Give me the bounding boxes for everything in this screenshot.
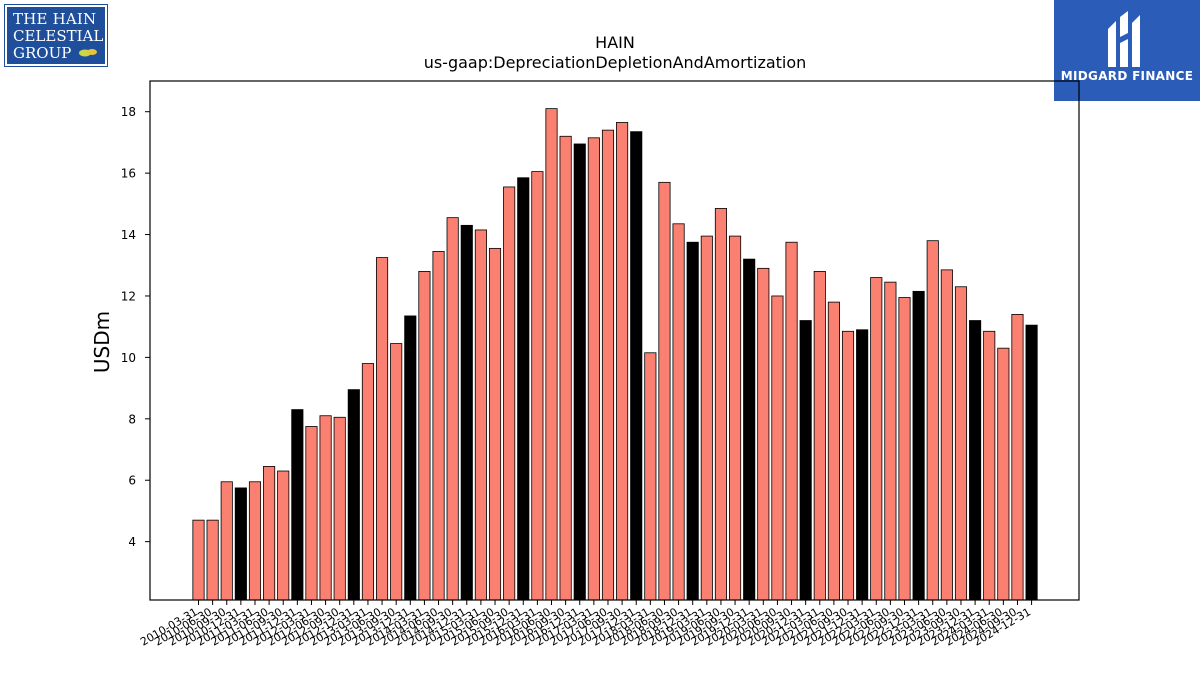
hain-celestial-logo: THE HAIN CELESTIAL GROUP bbox=[4, 4, 108, 67]
logo-left-line-2: CELESTIAL bbox=[13, 27, 104, 45]
bar-2023-12-31 bbox=[969, 320, 982, 601]
y-tick-label: 12 bbox=[121, 289, 136, 303]
bar-2014-09-30 bbox=[446, 217, 459, 601]
bar-2013-12-31 bbox=[404, 315, 417, 601]
bar-2017-03-31 bbox=[587, 137, 600, 601]
bar-2018-03-31 bbox=[644, 352, 657, 601]
bar-2016-12-31 bbox=[573, 143, 586, 601]
bar-2015-09-30 bbox=[503, 186, 516, 601]
bar-2020-09-30 bbox=[785, 241, 798, 601]
bar-2015-06-30 bbox=[488, 247, 502, 601]
bar-2021-03-31 bbox=[813, 270, 826, 601]
bar-2017-12-31 bbox=[630, 131, 643, 601]
bar-2022-03-31 bbox=[870, 277, 883, 601]
logo-left-line-3: GROUP bbox=[13, 44, 72, 62]
bar-2011-12-31 bbox=[291, 409, 304, 601]
bar-2024-12-31 bbox=[1025, 324, 1038, 601]
bar-2013-06-30 bbox=[376, 257, 389, 601]
bar-2018-12-31 bbox=[686, 241, 699, 601]
midgard-finance-name: MIDGARD FINANCE bbox=[1060, 69, 1194, 83]
bar-2021-09-30 bbox=[841, 330, 855, 601]
bar-2010-12-31 bbox=[234, 487, 247, 601]
y-tick-label: 16 bbox=[121, 167, 136, 181]
bar-2010-03-31 bbox=[192, 519, 205, 601]
bar-2013-03-31 bbox=[361, 363, 374, 601]
bar-2016-06-30 bbox=[545, 108, 558, 601]
bar-2024-06-30 bbox=[997, 347, 1010, 601]
bar-2016-03-31 bbox=[531, 171, 544, 601]
midgard-mark-icon bbox=[1108, 11, 1140, 67]
bar-2015-12-31 bbox=[517, 177, 530, 601]
bar-2011-09-30 bbox=[277, 470, 290, 601]
bar-2020-12-31 bbox=[799, 320, 812, 601]
bar-2022-06-30 bbox=[884, 281, 897, 601]
bar-2020-03-31 bbox=[757, 267, 770, 601]
bar-2012-06-30 bbox=[319, 415, 332, 601]
logo-left-line-1: THE HAIN bbox=[13, 10, 97, 28]
bar-2012-03-31 bbox=[305, 426, 318, 601]
plot-frame bbox=[149, 80, 1080, 601]
y-tick-label: 10 bbox=[121, 351, 136, 365]
y-tick-label: 8 bbox=[128, 412, 136, 426]
y-tick-label: 14 bbox=[121, 228, 136, 242]
bar-2023-06-30 bbox=[940, 269, 953, 601]
bar-2018-09-30 bbox=[672, 223, 685, 601]
y-axis-label: USDm bbox=[90, 311, 114, 373]
bar-2015-03-31 bbox=[474, 229, 487, 601]
bar-2011-06-30 bbox=[263, 466, 276, 601]
x-axis: 2010-03-312010-06-302010-09-302010-12-31… bbox=[138, 600, 1033, 649]
bar-2010-09-30 bbox=[220, 481, 233, 601]
bar-2014-12-31 bbox=[460, 224, 473, 601]
bar-2016-09-30 bbox=[559, 135, 572, 601]
bar-2021-06-30 bbox=[827, 301, 840, 601]
bar-2013-09-30 bbox=[390, 343, 403, 601]
bar-2014-06-30 bbox=[432, 251, 445, 601]
bar-2022-12-31 bbox=[912, 290, 925, 601]
bar-2019-12-31 bbox=[743, 258, 756, 601]
midgard-finance-logo: MIDGARD FINANCE bbox=[1054, 0, 1200, 101]
bar-2022-09-30 bbox=[898, 297, 911, 601]
bar-2018-06-30 bbox=[658, 181, 671, 601]
y-tick-label: 6 bbox=[128, 474, 136, 488]
bar-2014-03-31 bbox=[418, 270, 431, 601]
chart-subtitle: us-gaap:DepreciationDepletionAndAmortiza… bbox=[424, 53, 807, 72]
bar-2020-06-30 bbox=[771, 295, 784, 601]
bar-2011-03-31 bbox=[248, 481, 262, 601]
y-tick-label: 4 bbox=[128, 535, 136, 549]
bar-2019-09-30 bbox=[729, 235, 742, 601]
bar-2010-06-30 bbox=[206, 519, 219, 601]
y-tick-label: 18 bbox=[121, 105, 136, 119]
bars-group bbox=[192, 108, 1038, 601]
bar-2012-12-31 bbox=[347, 389, 360, 601]
bar-2023-03-31 bbox=[926, 240, 939, 601]
bar-2017-09-30 bbox=[616, 122, 629, 601]
bar-2024-09-30 bbox=[1011, 313, 1024, 601]
bar-2017-06-30 bbox=[601, 129, 615, 601]
chart-title: HAIN bbox=[595, 33, 635, 52]
y-axis: 4 6 8 10 12 14 16 18 bbox=[121, 105, 150, 549]
leaf-icon bbox=[79, 49, 97, 57]
bar-2019-06-30 bbox=[714, 208, 727, 601]
bar-2012-09-30 bbox=[333, 416, 346, 601]
bar-2024-03-31 bbox=[983, 330, 996, 601]
bar-2023-09-30 bbox=[954, 286, 968, 601]
bar-2019-03-31 bbox=[700, 235, 713, 601]
bar-2021-12-31 bbox=[856, 329, 869, 601]
